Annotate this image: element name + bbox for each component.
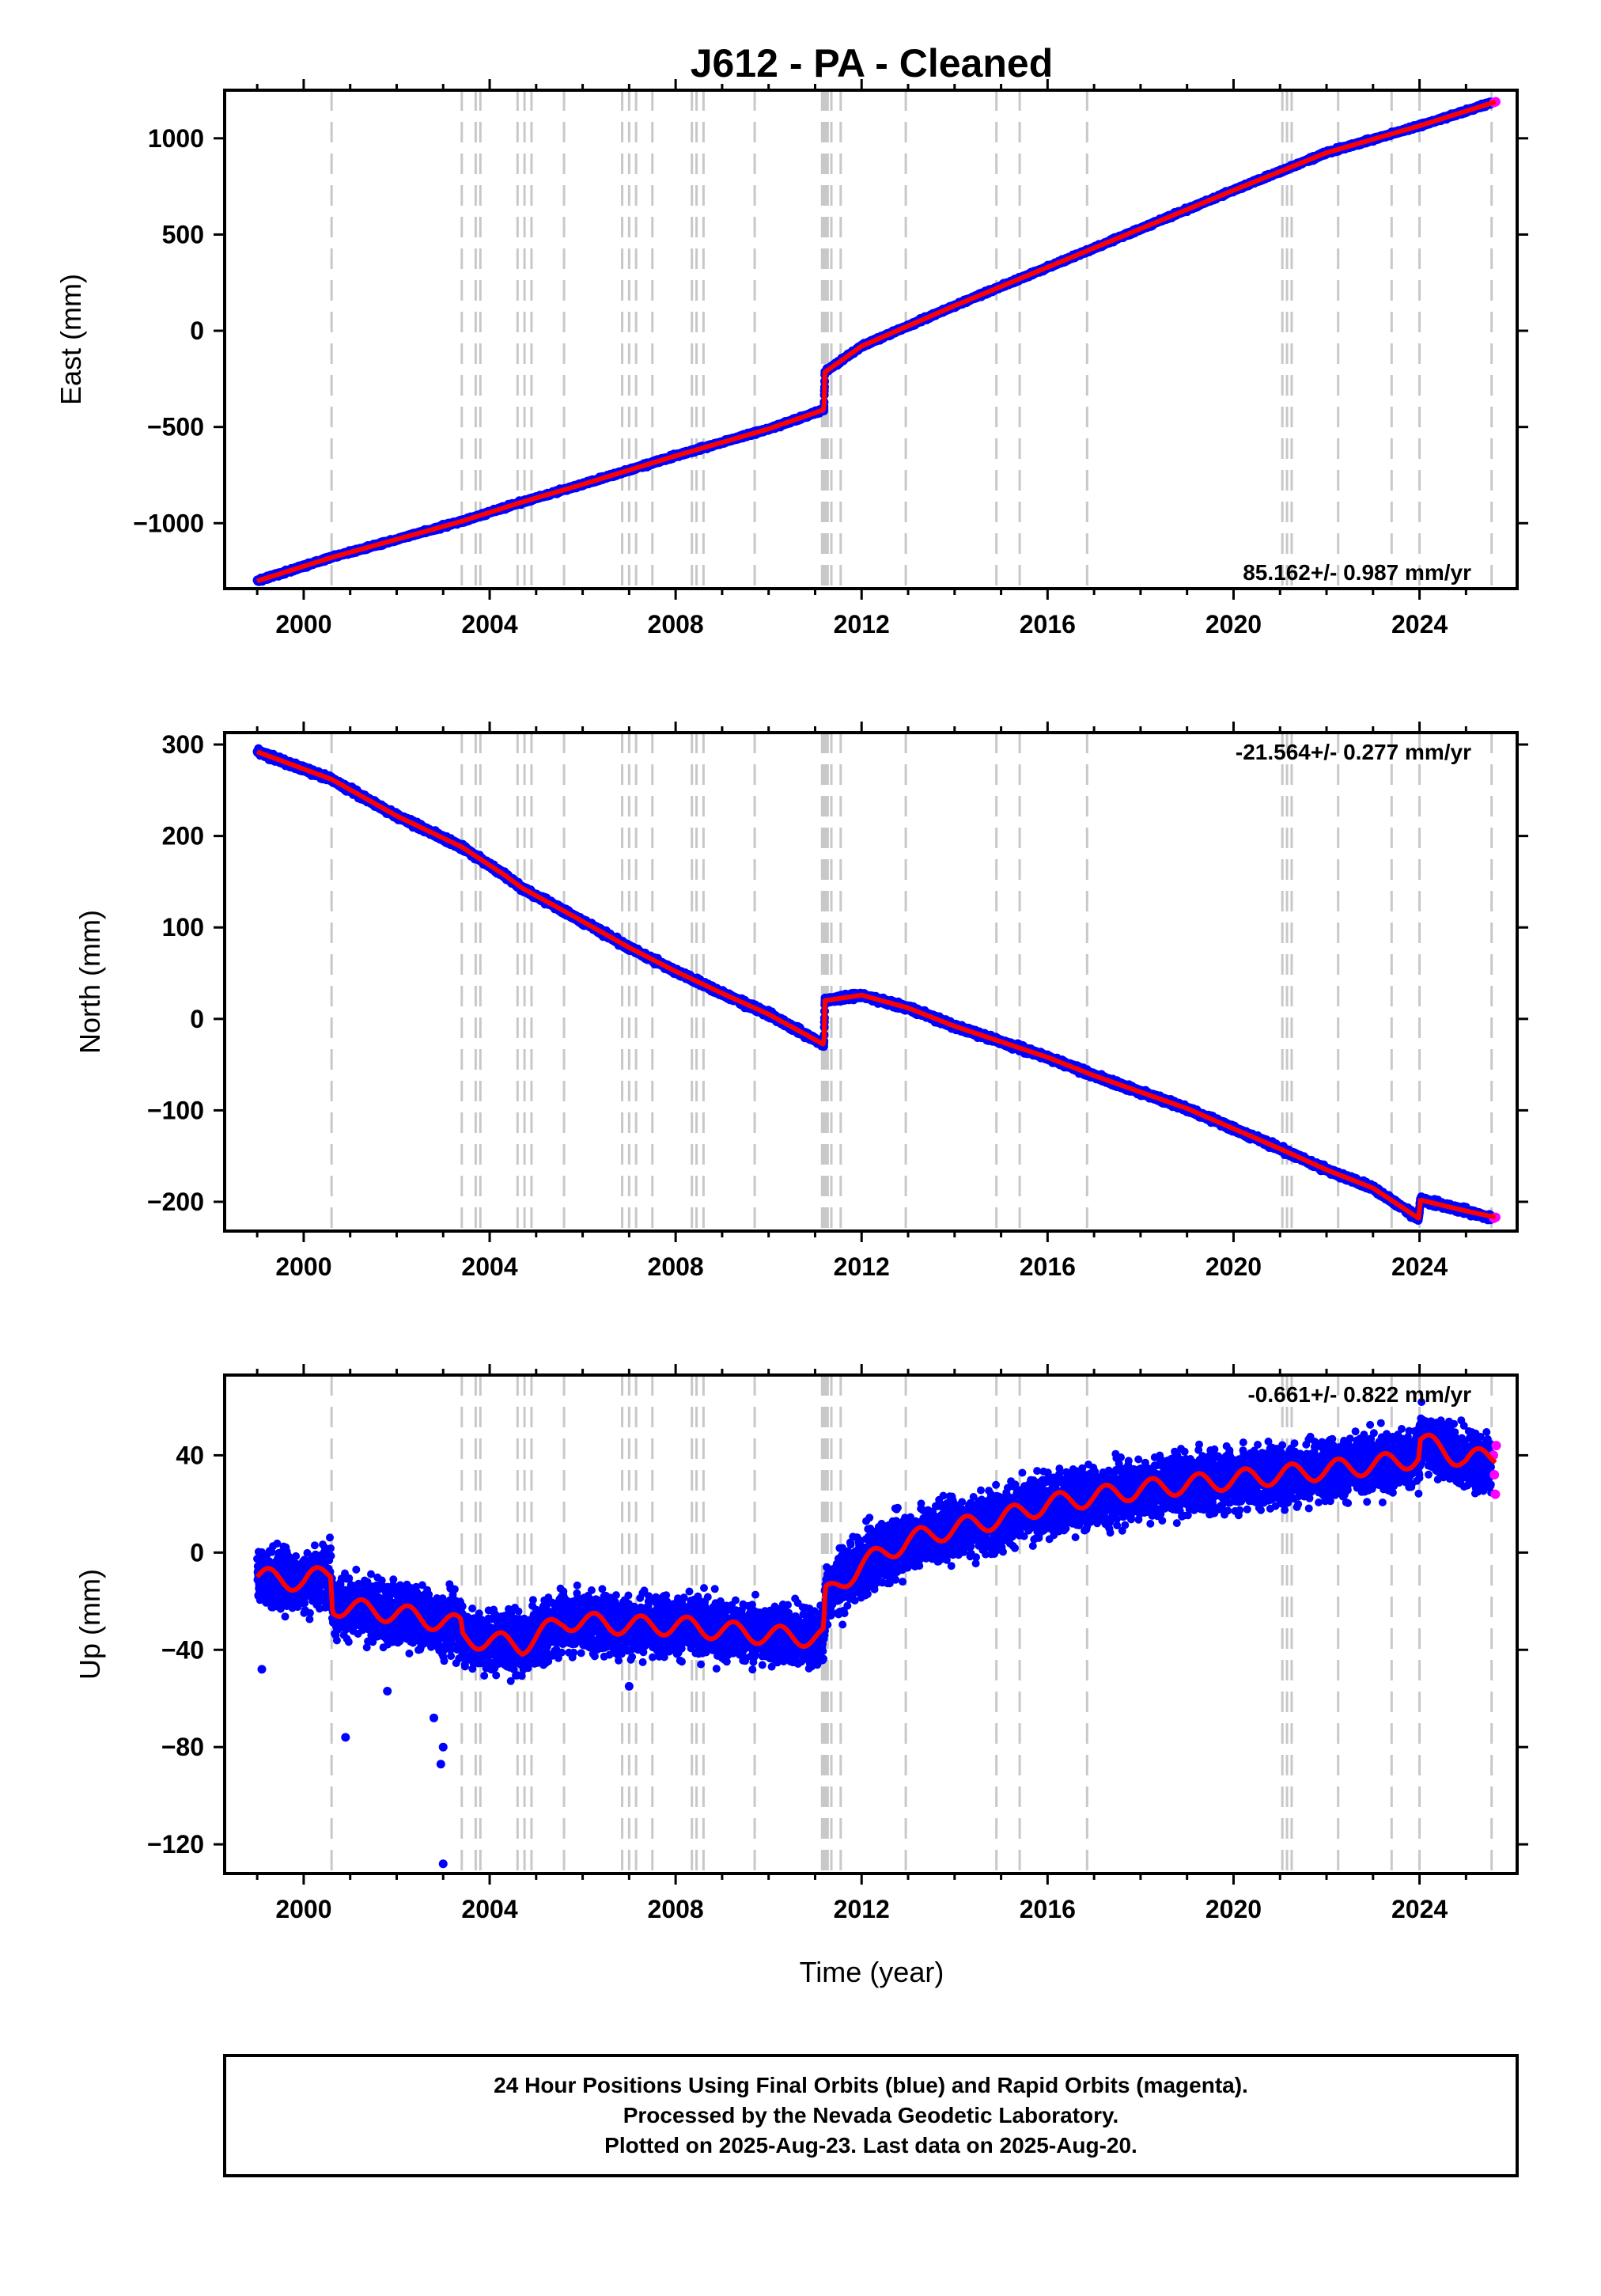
figure-title: J612 - PA - Cleaned: [691, 41, 1054, 85]
east-plot-area: [252, 90, 1501, 589]
east-panel: 2000 2004 2008 2012 2016 2020 2024−1000−500050…: [55, 79, 1528, 638]
